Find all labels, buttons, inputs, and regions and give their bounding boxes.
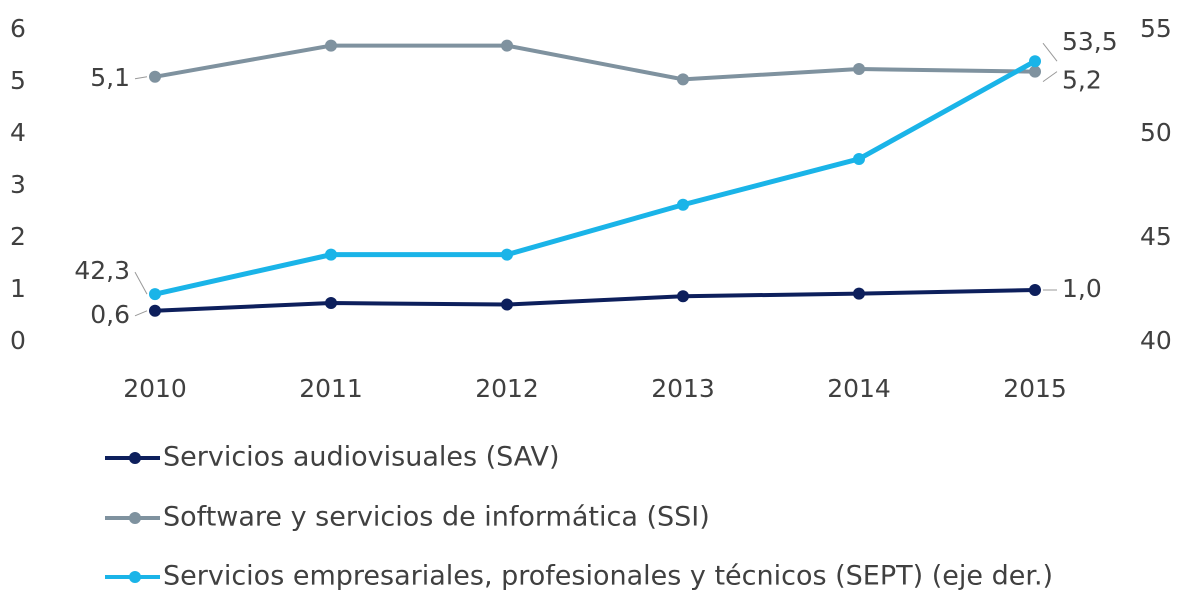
y2-tick-label: 55: [1140, 14, 1172, 43]
point: [1029, 65, 1041, 78]
series-line: [154, 59, 1037, 297]
legend-marker: [129, 512, 141, 524]
series-line: [154, 43, 1036, 82]
leader-line: [134, 76, 148, 80]
leader-line: [1042, 42, 1058, 62]
legend-marker: [129, 452, 141, 464]
point: [853, 287, 865, 300]
y-tick-label: 0: [10, 326, 26, 355]
point: [149, 304, 161, 317]
point: [677, 198, 689, 211]
y-tick-label: 1: [10, 274, 26, 303]
y2-tick-label: 50: [1140, 118, 1172, 147]
y-tick-label: 3: [10, 170, 26, 199]
leader-line: [134, 310, 148, 317]
point: [149, 288, 161, 301]
y-tick-label: 4: [10, 118, 26, 147]
point: [1029, 55, 1041, 68]
point: [501, 39, 513, 52]
leader-line: [1042, 71, 1058, 83]
legend-label: Software y servicios de informática (SSI…: [163, 502, 710, 533]
x-tick-label: 2015: [1003, 374, 1067, 403]
point: [1029, 284, 1041, 296]
y-tick-label: 2: [10, 222, 26, 251]
legend-marker: [129, 571, 141, 583]
x-tick-label: 2012: [475, 374, 539, 403]
x-tick-label: 2011: [299, 374, 363, 403]
data-label: 1,0: [1062, 274, 1102, 303]
leader-line: [134, 271, 148, 295]
series-line: [154, 288, 1036, 313]
data-label: 42,3: [74, 256, 130, 285]
y-tick-label: 5: [10, 66, 26, 95]
point: [677, 290, 689, 303]
data-label: 5,2: [1062, 66, 1102, 95]
point: [501, 248, 513, 261]
x-tick-label: 2013: [651, 374, 715, 403]
y-tick-label: 6: [10, 14, 26, 43]
point: [325, 248, 337, 261]
data-label: 53,5: [1062, 27, 1118, 56]
data-label: 0,6: [90, 300, 130, 329]
x-tick-label: 2010: [123, 374, 187, 403]
point: [853, 63, 865, 75]
point: [501, 298, 513, 311]
point: [853, 152, 865, 165]
legend-label: Servicios audiovisuales (SAV): [163, 442, 560, 473]
legend-label: Servicios empresariales, profesionales y…: [163, 561, 1053, 592]
point: [325, 39, 337, 52]
point: [677, 73, 689, 86]
point: [325, 297, 337, 309]
y2-tick-label: 45: [1140, 222, 1172, 251]
data-label: 5,1: [90, 63, 130, 92]
y2-tick-label: 40: [1140, 326, 1172, 355]
point: [149, 70, 161, 83]
x-tick-label: 2014: [827, 374, 891, 403]
